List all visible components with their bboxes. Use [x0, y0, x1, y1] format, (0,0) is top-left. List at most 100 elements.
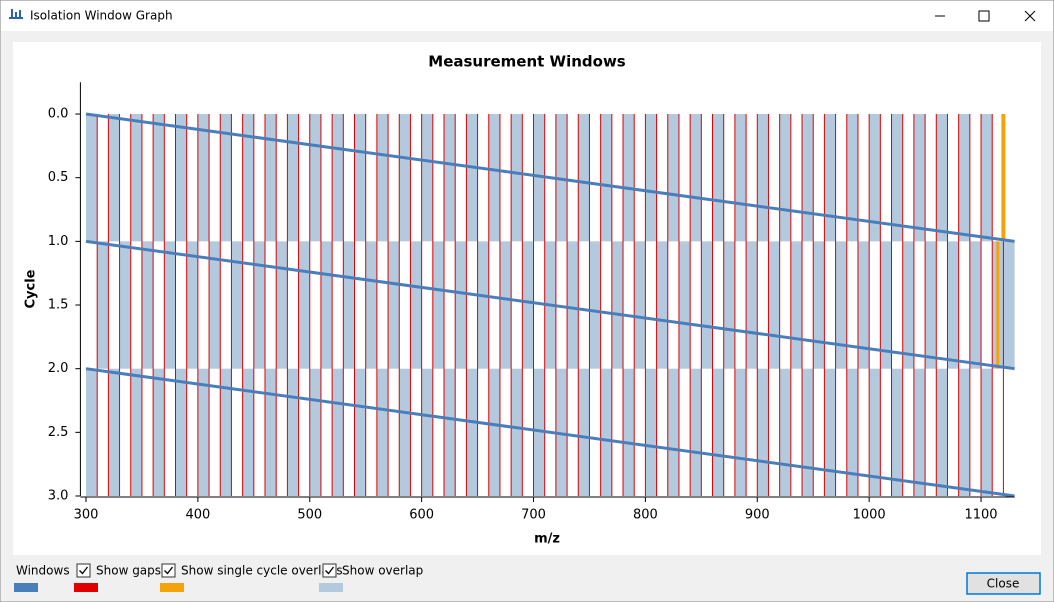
- overlap-bar: [186, 241, 198, 369]
- close-button-label[interactable]: Close: [987, 577, 1020, 591]
- overlap-bar: [600, 114, 612, 242]
- overlap-bar: [119, 241, 131, 369]
- overlap-bar: [298, 241, 310, 369]
- overlap-bar: [947, 241, 959, 369]
- overlap-bar: [365, 241, 377, 369]
- checkbox[interactable]: [161, 563, 176, 578]
- overlap-bar: [455, 241, 467, 369]
- overlap-bar: [287, 368, 299, 496]
- overlap-bar: [790, 241, 803, 369]
- overlap-bar: [209, 241, 221, 369]
- maximize-button[interactable]: [978, 10, 990, 22]
- overlap-bar: [354, 368, 366, 496]
- overlap-bar: [85, 114, 98, 242]
- overlap-bar: [197, 368, 210, 496]
- overlap-bar: [712, 368, 724, 496]
- overlap-bar: [667, 114, 679, 242]
- legend-swatch: [14, 583, 38, 592]
- overlap-bar: [913, 114, 926, 242]
- overlap-bar: [175, 368, 187, 496]
- overlap-bar: [555, 368, 568, 496]
- overlap-bar: [645, 368, 657, 496]
- overlap-bar: [153, 368, 165, 496]
- checkbox[interactable]: [322, 563, 337, 578]
- checkbox-label[interactable]: Show single cycle overlaps: [181, 564, 343, 578]
- overlap-bar: [399, 114, 411, 242]
- overlap-bar: [757, 368, 769, 496]
- y-tick-label: 1.0: [48, 234, 69, 249]
- overlap-bar: [399, 368, 411, 496]
- overlap-bar: [802, 368, 814, 496]
- overlap-bar: [410, 241, 422, 369]
- y-tick-label: 3.0: [48, 489, 69, 504]
- window-line: [85, 239, 1015, 371]
- overlap-bar: [432, 241, 445, 369]
- overlap-bar: [108, 368, 120, 496]
- checkmark[interactable]: [79, 566, 89, 575]
- plot-area: 300 400 500 600 700 800 900 1000 1100 0.0 0.5 1.0 1.…: [48, 82, 1015, 523]
- overlap-bar: [779, 368, 791, 496]
- overlap-bar: [220, 114, 232, 242]
- checkbox[interactable]: [76, 563, 91, 578]
- overlap-bar: [600, 368, 612, 496]
- overlap-bar: [690, 368, 702, 496]
- legend: Windows Show gaps Show single cycle overla…: [14, 563, 423, 592]
- overlap-bar: [164, 241, 176, 369]
- x-tick-label: 1100: [964, 508, 997, 523]
- overlap-bar: [824, 114, 836, 242]
- y-tick-label: 1.5: [48, 298, 69, 313]
- close-button[interactable]: [966, 572, 1041, 595]
- overlap-bar: [667, 368, 679, 496]
- overlap-bar: [981, 368, 993, 496]
- y-tick-label: 2.5: [48, 425, 69, 440]
- overlap-bar: [466, 114, 478, 242]
- x-tick-label: 500: [297, 508, 322, 523]
- overlap-bar: [320, 241, 333, 369]
- checkbox-label[interactable]: Show gaps: [96, 564, 161, 578]
- checkmark[interactable]: [164, 566, 174, 575]
- overlap-bar: [802, 114, 814, 242]
- overlap-bar: [466, 368, 478, 496]
- title-bar: [1, 1, 1053, 31]
- overlap-bar: [1003, 241, 1015, 369]
- checkmark[interactable]: [325, 566, 335, 575]
- overlap-bar: [678, 241, 691, 369]
- x-tick-label: 600: [409, 508, 434, 523]
- overlap-bar: [857, 241, 870, 369]
- overlap-bar: [880, 241, 892, 369]
- checkbox-label[interactable]: Show overlap: [342, 564, 423, 578]
- overlap-bar: [153, 114, 165, 242]
- overlap-bar: [846, 114, 858, 242]
- overlap-bar: [220, 368, 232, 496]
- overlap-bar: [175, 114, 187, 242]
- overlap-bar: [891, 114, 903, 242]
- overlap-bar: [477, 241, 489, 369]
- window-title: Isolation Window Graph: [30, 9, 173, 23]
- overlap-bar: [108, 114, 120, 242]
- overlap-bar: [701, 241, 713, 369]
- overlap-bar: [779, 114, 791, 242]
- overlap-bar: [824, 368, 836, 496]
- overlap-bar: [511, 368, 523, 496]
- close-window-button[interactable]: [1024, 10, 1036, 22]
- x-tick-label: 700: [521, 508, 546, 523]
- overlap-bar: [936, 368, 948, 496]
- overlap-bar: [141, 241, 154, 369]
- legend-label: Windows: [16, 564, 70, 578]
- overlap-bar: [891, 368, 903, 496]
- overlap-bar: [253, 241, 266, 369]
- overlap-bar: [969, 241, 982, 369]
- overlap-bar: [242, 114, 254, 242]
- overlap-bar: [757, 114, 769, 242]
- overlap-bar: [958, 368, 970, 496]
- app-icon: [9, 9, 23, 19]
- overlap-bar: [130, 114, 142, 242]
- overlap-bar: [242, 368, 254, 496]
- overlap-bar: [197, 114, 210, 242]
- overlap-bar: [578, 368, 590, 496]
- overlap-bar: [734, 114, 747, 242]
- overlap-bar: [813, 241, 825, 369]
- y-axis-label: Cycle: [24, 269, 39, 308]
